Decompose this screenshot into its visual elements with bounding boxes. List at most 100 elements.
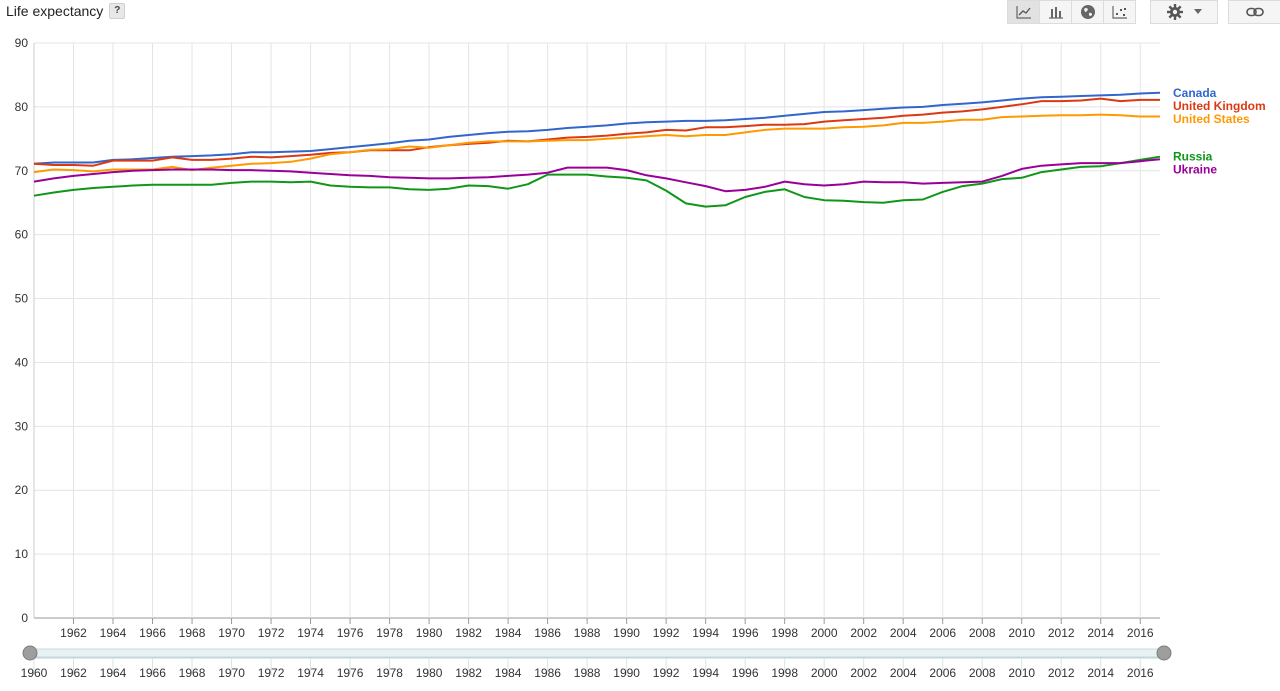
x-tick-label: 1966 xyxy=(139,626,166,640)
x-tick-label: 1994 xyxy=(692,626,719,640)
x-tick-label: 1970 xyxy=(218,626,245,640)
x-tick-label: 1964 xyxy=(100,626,127,640)
slider-tick-label: 1968 xyxy=(179,666,206,680)
y-tick-label: 20 xyxy=(15,483,29,497)
slider-tick-label: 1976 xyxy=(337,666,364,680)
slider-tick-label: 1986 xyxy=(534,666,561,680)
y-tick-label: 10 xyxy=(15,547,29,561)
slider-tick-label: 1988 xyxy=(574,666,601,680)
x-tick-label: 1992 xyxy=(653,626,680,640)
scatter-icon xyxy=(1111,6,1127,19)
slider-tick-label: 1980 xyxy=(416,666,443,680)
x-tick-label: 2002 xyxy=(850,626,877,640)
slider-tick-label: 2010 xyxy=(1008,666,1035,680)
slider-tick-label: 2006 xyxy=(929,666,956,680)
slider-tick-label: 1964 xyxy=(100,666,127,680)
legend-label-ukraine[interactable]: Ukraine xyxy=(1173,163,1217,177)
bar-chart-icon xyxy=(1048,7,1063,19)
series-line-united-states[interactable] xyxy=(33,113,1160,174)
series-line-ukraine[interactable] xyxy=(33,158,1161,193)
y-tick-label: 90 xyxy=(15,36,29,50)
globe-icon xyxy=(1080,5,1095,19)
y-tick-label: 30 xyxy=(15,419,29,433)
x-tick-label: 2010 xyxy=(1008,626,1035,640)
slider-tick-label: 1996 xyxy=(732,666,759,680)
x-tick-label: 2004 xyxy=(890,626,917,640)
y-tick-label: 50 xyxy=(15,292,29,306)
x-tick-label: 1996 xyxy=(732,626,759,640)
slider-tick-label: 1962 xyxy=(60,666,87,680)
series-line-canada[interactable] xyxy=(33,91,1161,165)
slider-start-handle[interactable] xyxy=(22,645,38,661)
x-tick-label: 2016 xyxy=(1127,626,1154,640)
link-icon xyxy=(1246,7,1264,17)
slider-tick-label: 1966 xyxy=(139,666,166,680)
map-button[interactable] xyxy=(1071,0,1104,24)
slider-track[interactable] xyxy=(29,648,1165,658)
slider-tick-label: 2008 xyxy=(969,666,996,680)
x-tick-label: 2006 xyxy=(929,626,956,640)
slider-tick-label: 2002 xyxy=(850,666,877,680)
line-chart-icon xyxy=(1015,6,1031,19)
chart-header: Life expectancy ? xyxy=(6,3,126,19)
slider-tick-label: 1992 xyxy=(653,666,680,680)
x-tick-label: 2012 xyxy=(1048,626,1075,640)
legend-label-united-states[interactable]: United States xyxy=(1173,112,1250,126)
slider-tick-label: 2004 xyxy=(890,666,917,680)
slider-end-handle[interactable] xyxy=(1156,645,1172,661)
x-tick-label: 2014 xyxy=(1087,626,1114,640)
x-tick-label: 1968 xyxy=(179,626,206,640)
y-tick-label: 70 xyxy=(15,164,29,178)
chevron-down-icon xyxy=(1194,9,1202,14)
help-button[interactable]: ? xyxy=(109,3,126,19)
x-tick-label: 1980 xyxy=(416,626,443,640)
x-tick-label: 1984 xyxy=(495,626,522,640)
time-range-slider[interactable]: 1960 1962 1964 1966 1968 1970 1972 1974 1976 1978… xyxy=(21,645,1172,680)
series-line-united-kingdom[interactable] xyxy=(33,97,1160,167)
x-tick-label: 1986 xyxy=(534,626,561,640)
x-tick-label: 1990 xyxy=(613,626,640,640)
chart-title: Life expectancy xyxy=(6,3,104,19)
slider-tick-label: 1998 xyxy=(771,666,798,680)
y-tick-label: 40 xyxy=(15,355,29,369)
x-tick-label: 1976 xyxy=(337,626,364,640)
slider-tick-label: 2000 xyxy=(811,666,838,680)
settings-button[interactable] xyxy=(1150,0,1218,24)
x-tick-label: 1978 xyxy=(376,626,403,640)
x-tick-label: 2008 xyxy=(969,626,996,640)
x-tick-label: 2000 xyxy=(811,626,838,640)
y-tick-label: 60 xyxy=(15,228,29,242)
slider-tick-label: 1984 xyxy=(495,666,522,680)
x-tick-label: 1962 xyxy=(60,626,87,640)
share-link-button[interactable] xyxy=(1228,0,1280,24)
slider-tick-label: 1978 xyxy=(376,666,403,680)
x-tick-label: 1998 xyxy=(771,626,798,640)
slider-tick-label: 2012 xyxy=(1048,666,1075,680)
y-tick-label: 80 xyxy=(15,100,29,114)
slider-tick-label: 2016 xyxy=(1127,666,1154,680)
slider-tick-label: 2014 xyxy=(1087,666,1114,680)
slider-tick-label: 1972 xyxy=(258,666,285,680)
chart-series xyxy=(33,91,1161,208)
chart-axes: 0 10 20 30 40 50 60 70 80 90 1962 1964 1966 1968 1970 1… xyxy=(15,36,1154,640)
slider-tick-label: 1960 xyxy=(21,666,48,680)
slider-tick-label: 1994 xyxy=(692,666,719,680)
bar-chart-button[interactable] xyxy=(1039,0,1072,24)
slider-tick-label: 1982 xyxy=(455,666,482,680)
x-tick-label: 1982 xyxy=(455,626,482,640)
series-line-russia[interactable] xyxy=(33,155,1161,208)
x-tick-label: 1972 xyxy=(258,626,285,640)
scatter-chart-button[interactable] xyxy=(1103,0,1136,24)
legend-label-canada[interactable]: Canada xyxy=(1173,86,1217,100)
y-tick-label: 0 xyxy=(21,611,28,625)
chart-type-toolbar xyxy=(1007,0,1136,24)
legend-label-russia[interactable]: Russia xyxy=(1173,150,1213,164)
legend-label-united-kingdom[interactable]: United Kingdom xyxy=(1173,99,1266,113)
chart-grid xyxy=(34,42,1160,619)
slider-tick-label: 1974 xyxy=(297,666,324,680)
slider-tick-label: 1970 xyxy=(218,666,245,680)
x-tick-label: 1988 xyxy=(574,626,601,640)
slider-tick-label: 1990 xyxy=(613,666,640,680)
